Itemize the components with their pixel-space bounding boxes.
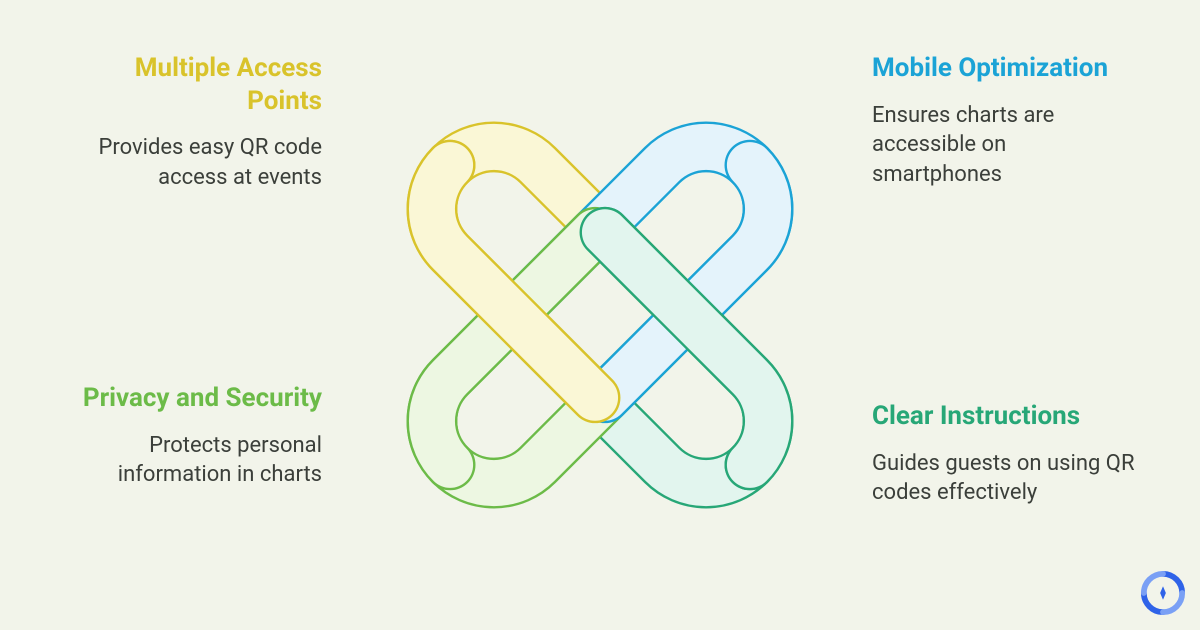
infographic-canvas: Multiple Access Points Provides easy QR … xyxy=(0,0,1200,630)
quadrant-top-right: Mobile Optimization Ensures charts are a… xyxy=(872,52,1140,190)
quadrant-title: Mobile Optimization xyxy=(872,52,1140,85)
quadrant-description: Guides guests on using QR codes effectiv… xyxy=(872,449,1140,508)
quadrant-top-left: Multiple Access Points Provides easy QR … xyxy=(72,52,322,192)
quadrant-description: Ensures charts are accessible on smartph… xyxy=(872,101,1140,190)
quadrant-description: Protects personal information in charts xyxy=(72,431,322,490)
quadrant-description: Provides easy QR code access at events xyxy=(72,133,322,192)
quadrant-title: Clear Instructions xyxy=(872,400,1140,433)
brand-logo-icon xyxy=(1140,570,1186,616)
quadrant-bottom-left: Privacy and Security Protects personal i… xyxy=(72,382,322,490)
quadrant-title: Privacy and Security xyxy=(72,382,322,415)
quadrant-bottom-right: Clear Instructions Guides guests on usin… xyxy=(872,400,1140,508)
quadrant-title: Multiple Access Points xyxy=(72,52,322,117)
